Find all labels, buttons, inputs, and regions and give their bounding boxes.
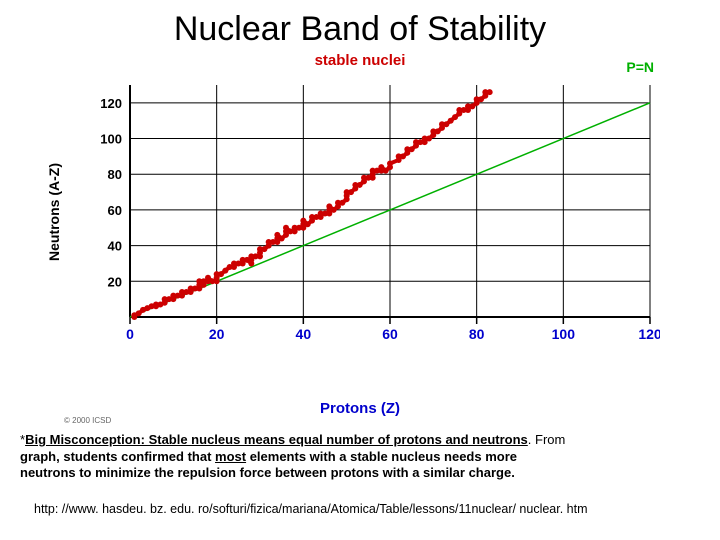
svg-text:60: 60 (108, 203, 122, 218)
svg-text:120: 120 (100, 96, 122, 111)
svg-text:80: 80 (469, 326, 485, 342)
caption-most: most (215, 449, 246, 464)
svg-text:60: 60 (382, 326, 398, 342)
source-url: http: //www. hasdeu. bz. edu. ro/softuri… (34, 502, 700, 518)
copyright-text: © 2000 ICSD (64, 416, 111, 425)
caption-line3b: elements with a stable nucleus needs mor… (246, 449, 517, 464)
caption-line2: . From (528, 432, 566, 447)
caption-line4: neutrons to minimize the repulsion force… (20, 465, 515, 480)
page-title: Nuclear Band of Stability (0, 0, 720, 53)
caption: *Big Misconception: Stable nucleus means… (20, 432, 700, 482)
x-axis-label: Protons (Z) (320, 400, 400, 417)
stability-chart: Neutrons (A-Z) stable nuclei P=N 0204060… (60, 57, 660, 367)
svg-text:100: 100 (552, 326, 576, 342)
svg-text:40: 40 (108, 239, 122, 254)
svg-text:80: 80 (108, 167, 122, 182)
svg-text:100: 100 (100, 132, 122, 147)
svg-text:20: 20 (209, 326, 225, 342)
svg-text:20: 20 (108, 274, 122, 289)
plot-svg: 0 20 40 60 80 100 120 20 40 60 80 100 120 (60, 57, 660, 367)
svg-text:120: 120 (638, 326, 660, 342)
svg-text:40: 40 (296, 326, 312, 342)
caption-misconception: Big Misconception: Stable nucleus means … (25, 432, 528, 447)
svg-text:0: 0 (126, 326, 134, 342)
caption-line3a: graph, students confirmed that (20, 449, 215, 464)
